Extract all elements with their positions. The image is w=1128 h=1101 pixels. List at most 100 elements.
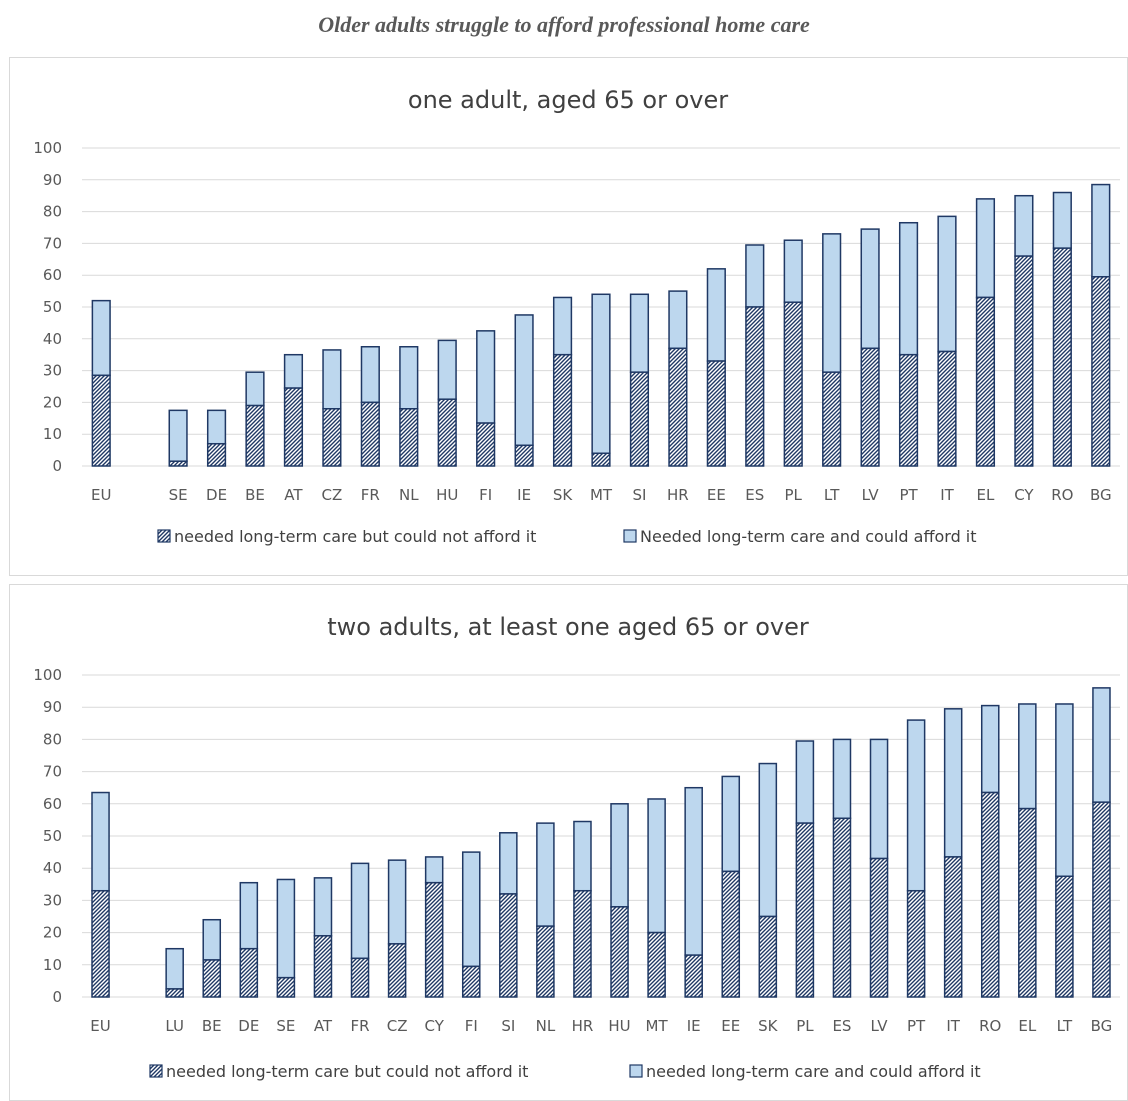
x-tick-label: RO: [979, 1017, 1001, 1035]
bar-could-not-afford: [647, 931, 666, 998]
chart-panel-two-adults: two adults, at least one aged 65 or over…: [9, 584, 1128, 1101]
x-tick-label: HU: [608, 1017, 630, 1035]
bar-could-afford: [745, 244, 765, 308]
bar-could-afford: [869, 738, 889, 860]
bar-could-not-afford: [758, 915, 778, 998]
bar-could-not-afford: [745, 306, 765, 467]
x-tick-label: EL: [977, 486, 995, 504]
bar-could-afford: [706, 268, 726, 362]
bar-could-not-afford: [668, 347, 688, 467]
bar-could-afford: [1014, 194, 1034, 257]
x-tick-label: LT: [824, 486, 840, 504]
y-tick-label: 10: [43, 425, 62, 443]
bar-could-afford: [514, 314, 534, 447]
bar-could-afford: [980, 704, 1000, 794]
bar-could-not-afford: [276, 976, 296, 998]
x-tick-label: AT: [314, 1017, 333, 1035]
bar-could-afford: [758, 762, 778, 918]
bar-could-afford: [832, 738, 852, 820]
bar-could-afford: [860, 228, 880, 350]
x-tick-label: BG: [1090, 486, 1112, 504]
x-tick-label: PT: [899, 486, 918, 504]
y-tick-label: 20: [43, 924, 62, 942]
x-tick-label: NL: [536, 1017, 556, 1035]
y-tick-label: 90: [43, 171, 62, 189]
bar-could-afford: [1018, 703, 1037, 810]
x-tick-label: FR: [351, 1017, 370, 1035]
bar-could-afford: [975, 198, 996, 299]
y-tick-label: 70: [43, 763, 62, 781]
x-tick-label: DE: [206, 486, 227, 504]
bar-could-afford: [1091, 183, 1111, 278]
y-tick-label: 40: [43, 330, 62, 348]
bar-could-not-afford: [91, 374, 111, 467]
bar-could-not-afford: [239, 947, 259, 998]
legend-label: needed long-term care but could not affo…: [166, 1062, 528, 1081]
x-tick-label: LV: [862, 486, 880, 504]
bar-could-afford: [437, 339, 457, 400]
bar-could-afford: [206, 409, 227, 445]
x-tick-label: IT: [946, 1017, 960, 1035]
y-tick-label: 20: [43, 393, 62, 411]
bar-could-not-afford: [536, 925, 555, 998]
bar-could-afford: [350, 862, 370, 960]
bar-could-afford: [610, 803, 629, 908]
bar-could-not-afford: [437, 398, 457, 467]
x-tick-label: NL: [399, 486, 419, 504]
bar-could-afford: [322, 349, 342, 410]
bar-could-not-afford: [499, 893, 518, 998]
bar-could-afford: [91, 299, 111, 377]
bar-could-not-afford: [573, 889, 592, 998]
bar-could-afford: [283, 353, 304, 389]
bar-could-not-afford: [721, 870, 741, 998]
x-tick-label: SK: [553, 486, 574, 504]
bar-could-afford: [721, 775, 741, 873]
bar-could-afford: [647, 798, 666, 934]
bar-could-afford: [360, 346, 380, 404]
x-tick-label: BE: [245, 486, 265, 504]
bar-could-not-afford: [898, 353, 919, 467]
bar-could-not-afford: [1052, 247, 1072, 467]
bar-could-not-afford: [202, 959, 222, 998]
legend-item-could-afford: needed long-term care and could afford i…: [629, 1062, 981, 1081]
bar-could-not-afford: [869, 857, 889, 998]
y-tick-label: 0: [52, 457, 62, 475]
bar-could-not-afford: [283, 387, 304, 467]
legend-item-could-not-afford: needed long-term care but could not affo…: [157, 527, 536, 546]
x-tick-label: CY: [1014, 486, 1034, 504]
x-tick-label: FR: [361, 486, 380, 504]
x-tick-label: HU: [436, 486, 458, 504]
chart-panel-one-adult: one adult, aged 65 or over 0 10 20 30 40 50 60 7…: [9, 57, 1128, 576]
bar-could-not-afford: [860, 347, 880, 467]
bar-could-afford: [591, 293, 611, 455]
y-tick-label: 80: [43, 730, 62, 748]
bar-could-not-afford: [684, 954, 703, 998]
bar-could-afford: [822, 233, 842, 373]
bar-could-afford: [202, 918, 222, 961]
bar-could-not-afford: [1055, 875, 1074, 998]
x-tick-label: HR: [667, 486, 689, 504]
y-tick-label: 80: [43, 203, 62, 221]
x-tick-label: PT: [907, 1017, 926, 1035]
bar-could-afford: [168, 409, 188, 462]
x-tick-label: IE: [687, 1017, 701, 1035]
x-tick-label: IT: [940, 486, 954, 504]
x-tick-label: SE: [169, 486, 188, 504]
y-tick-label: 30: [43, 362, 62, 380]
legend-swatch-solid: [623, 529, 637, 543]
legend-label: needed long-term care but could not affo…: [174, 527, 536, 546]
legend-swatch-hatch: [149, 1064, 163, 1078]
bar-could-not-afford: [822, 371, 842, 467]
bar-could-not-afford: [1092, 801, 1111, 998]
y-tick-label: 40: [43, 859, 62, 877]
bar-could-not-afford: [424, 881, 444, 998]
bar-could-not-afford: [206, 442, 227, 467]
x-tick-label: MT: [590, 486, 613, 504]
x-tick-label: EU: [91, 486, 111, 504]
y-tick-label: 50: [43, 827, 62, 845]
x-tick-label: BG: [1091, 1017, 1113, 1035]
bar-could-afford: [165, 947, 184, 990]
x-tick-label: MT: [646, 1017, 669, 1035]
x-tick-label: LU: [165, 1017, 184, 1035]
x-tick-label: PL: [796, 1017, 814, 1035]
